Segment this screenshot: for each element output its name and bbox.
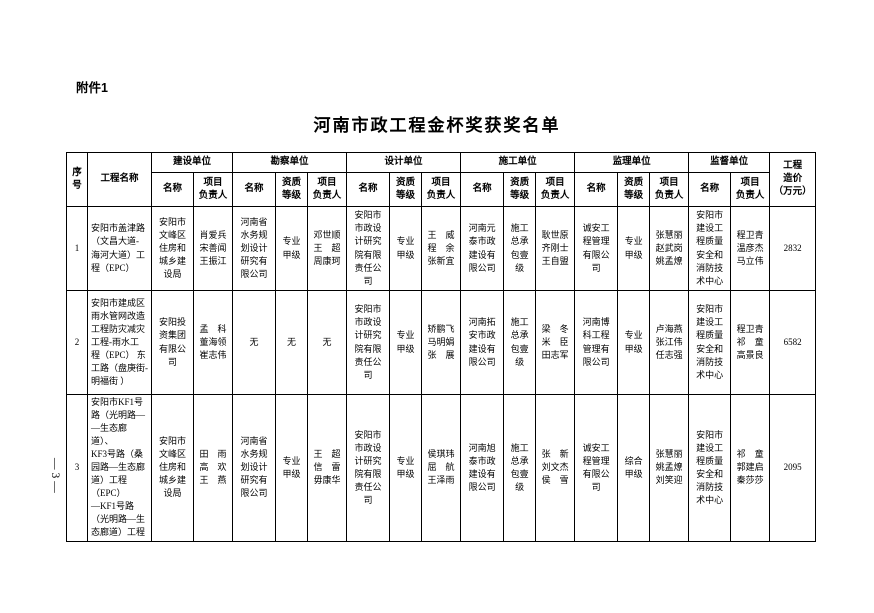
cell-survey-name: 河南省 水务规 划设计 研究有 限公司 — [232, 206, 277, 291]
col-group-construction: 施工单位 — [460, 152, 576, 173]
cell-construction-name: 河南拓 安市政 建设有 限公司 — [460, 290, 505, 395]
cell-builder-leader: 肖爱兵 宋善闻 王振江 — [192, 206, 234, 291]
cell-design-name: 安阳市 市政设 计研究 院有限 责任公 司 — [346, 206, 391, 291]
cell-construction-name: 河南元 泰市政 建设有 限公司 — [460, 206, 505, 291]
cell-survey-name: 河南省 水务规 划设计 研究有 限公司 — [232, 394, 277, 542]
col-header-survey-grade: 资质 等级 — [275, 172, 309, 207]
cell-design-leader: 矫鹏飞 马明娟 张 展 — [421, 290, 462, 395]
cell-design-leader: 王 威 程 余 张新宜 — [421, 206, 462, 291]
table-row: 1 安阳市盖津路 （文昌大道- 海河大道）工 程（EPC） 安阳市 文峰区 住房… — [66, 206, 817, 291]
cell-construction-name: 河南旭 泰市政 建设有 限公司 — [460, 394, 505, 542]
cell-supervision-name: 诚安工 程管理 有限公 司 — [574, 394, 619, 542]
cell-builder-leader: 孟 科 董海领 崔志伟 — [192, 290, 234, 395]
col-header-construction-grade: 资质 等级 — [503, 172, 537, 207]
cell-construction-grade: 施工 总承 包壹 级 — [503, 206, 537, 291]
cell-construction-leader: 梁 冬 米 臣 田志军 — [535, 290, 576, 395]
cell-survey-leader: 王 超 信 雷 毋康华 — [307, 394, 348, 542]
col-header-survey-name: 名称 — [232, 172, 277, 207]
cell-oversight-leader: 祁 童 郭建启 秦莎莎 — [730, 394, 771, 542]
cell-serial: 3 — [66, 394, 88, 542]
cell-survey-grade: 专业 甲级 — [275, 394, 309, 542]
cell-supervision-grade: 专业 甲级 — [617, 290, 651, 395]
cell-serial: 1 — [66, 206, 88, 291]
col-header-design-name: 名称 — [346, 172, 391, 207]
col-header-builder-leader: 项目 负责人 — [192, 172, 234, 207]
cell-project-name: 安阳市盖津路 （文昌大道- 海河大道）工 程（EPC） — [87, 206, 152, 291]
cell-design-leader: 侯琪玮 屈 航 王泽雨 — [421, 394, 462, 542]
col-group-supervision: 监理单位 — [574, 152, 690, 173]
cell-builder-name: 安阳市 文峰区 住房和 城乡建 设局 — [151, 394, 194, 542]
cell-design-grade: 专业 甲级 — [389, 290, 423, 395]
cell-survey-grade: 无 — [275, 290, 309, 395]
cell-builder-name: 安阳投 资集团 有限公 司 — [151, 290, 194, 395]
col-header-supervision-leader: 项目 负责人 — [649, 172, 690, 207]
cell-construction-leader: 耿世原 齐刚士 王自盟 — [535, 206, 576, 291]
cell-supervision-grade: 综合 甲级 — [617, 394, 651, 542]
cell-project-name: 安阳市KF1号 路（光明路— —生态廊道）、 KF3号路（桑 园路—生态廊 道）… — [87, 394, 152, 542]
cell-oversight-name: 安阳市 建设工 程质量 安全和 消防技 术中心 — [688, 394, 732, 542]
cell-survey-leader: 邓世顺 王 超 周康珂 — [307, 206, 348, 291]
col-header-builder-name: 名称 — [151, 172, 194, 207]
col-group-oversight: 监督单位 — [688, 152, 771, 173]
cell-construction-grade: 施工 总承 包壹 级 — [503, 290, 537, 395]
cell-oversight-name: 安阳市 建设工 程质量 安全和 消防技 术中心 — [688, 206, 732, 291]
cell-supervision-leader: 张慧丽 姚孟燎 刘笑迎 — [649, 394, 690, 542]
cell-oversight-leader: 程卫青 温彦杰 马立伟 — [730, 206, 771, 291]
cell-survey-name: 无 — [232, 290, 277, 395]
cell-supervision-name: 诚安工 程管理 有限公 司 — [574, 206, 619, 291]
cell-cost: 2832 — [769, 206, 817, 291]
col-header-oversight-leader: 项目 负责人 — [730, 172, 771, 207]
col-header-construction-name: 名称 — [460, 172, 505, 207]
awards-table: 序 号 工程名称 建设单位 勘察单位 设计单位 施工单位 监理单位 监督单位 工… — [66, 152, 817, 542]
cell-supervision-grade: 专业 甲级 — [617, 206, 651, 291]
cell-supervision-name: 河南博 科工程 管理有 限公司 — [574, 290, 619, 395]
cell-cost: 2095 — [769, 394, 817, 542]
cell-oversight-leader: 程卫青 祁 童 高景良 — [730, 290, 771, 395]
attachment-label: 附件1 — [76, 81, 108, 95]
cell-survey-leader: 无 — [307, 290, 348, 395]
cell-project-name: 安阳市建成区 雨水管网改造 工程防灾减灾 工程-雨水工 程（EPC） 东 工路（… — [87, 290, 152, 395]
col-header-supervision-name: 名称 — [574, 172, 619, 207]
cell-design-grade: 专业 甲级 — [389, 206, 423, 291]
page-number: —3— — [49, 458, 61, 496]
col-header-supervision-grade: 资质 等级 — [617, 172, 651, 207]
col-header-oversight-name: 名称 — [688, 172, 732, 207]
table-row: 2 安阳市建成区 雨水管网改造 工程防灾减灾 工程-雨水工 程（EPC） 东 工… — [66, 290, 817, 395]
cell-builder-leader: 田 雨 高 欢 王 燕 — [192, 394, 234, 542]
col-header-construction-leader: 项目 负责人 — [535, 172, 576, 207]
cell-construction-leader: 张 新 刘文杰 侯 雪 — [535, 394, 576, 542]
col-header-serial: 序 号 — [66, 152, 88, 207]
page-title: 河南市政工程金杯奖获奖名单 — [313, 116, 561, 135]
cell-supervision-leader: 卢海燕 张江伟 任志强 — [649, 290, 690, 395]
col-header-project-name: 工程名称 — [87, 152, 152, 207]
col-header-design-grade: 资质 等级 — [389, 172, 423, 207]
cell-design-name: 安阳市 市政设 计研究 院有限 责任公 司 — [346, 290, 391, 395]
cell-design-name: 安阳市 市政设 计研究 院有限 责任公 司 — [346, 394, 391, 542]
col-header-design-leader: 项目 负责人 — [421, 172, 462, 207]
table-row: 3 安阳市KF1号 路（光明路— —生态廊道）、 KF3号路（桑 园路—生态廊 … — [66, 394, 817, 542]
col-header-cost: 工程 造价 （万元） — [769, 152, 817, 207]
cell-construction-grade: 施工 总承 包壹 级 — [503, 394, 537, 542]
cell-builder-name: 安阳市 文峰区 住房和 城乡建 设局 — [151, 206, 194, 291]
col-group-design: 设计单位 — [346, 152, 462, 173]
col-header-survey-leader: 项目 负责人 — [307, 172, 348, 207]
cell-serial: 2 — [66, 290, 88, 395]
cell-oversight-name: 安阳市 建设工 程质量 安全和 消防技 术中心 — [688, 290, 732, 395]
cell-survey-grade: 专业 甲级 — [275, 206, 309, 291]
col-group-builder: 建设单位 — [150, 152, 234, 173]
cell-design-grade: 专业 甲级 — [389, 394, 423, 542]
cell-cost: 6582 — [769, 290, 817, 395]
cell-supervision-leader: 张慧丽 赵武岗 姚孟燎 — [649, 206, 690, 291]
col-group-survey: 勘察单位 — [232, 152, 348, 173]
